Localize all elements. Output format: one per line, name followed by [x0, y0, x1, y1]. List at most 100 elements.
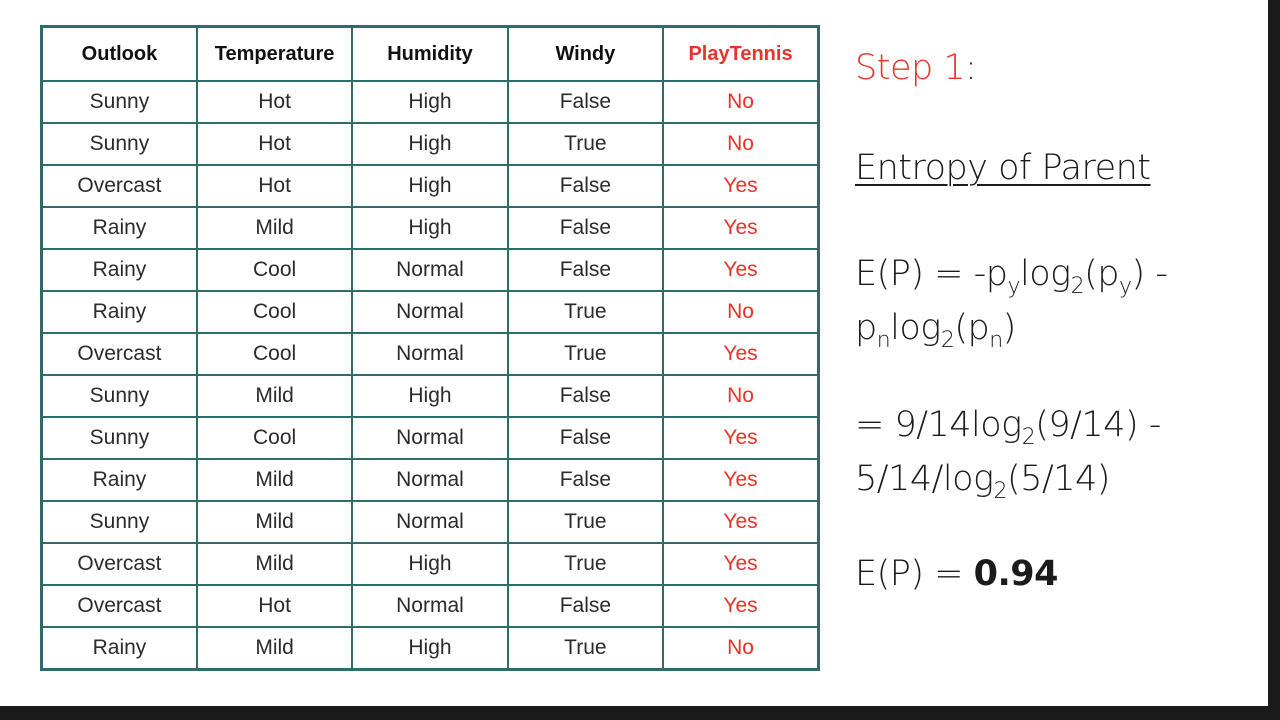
cell-outlook: Sunny [40, 122, 198, 166]
cell-playtennis: Yes [662, 332, 820, 376]
cell-temperature: Hot [195, 164, 354, 208]
cell-windy: False [506, 374, 665, 418]
cell-windy: False [506, 584, 665, 628]
entropy-result: E(P) = 0.94 [855, 547, 1058, 601]
cell-outlook: Rainy [40, 248, 198, 292]
cell-temperature: Cool [195, 332, 354, 376]
table-header-row: Outlook Temperature Humidity Windy PlayT… [40, 25, 820, 82]
cell-humidity: High [351, 206, 509, 250]
header-playtennis: PlayTennis [662, 25, 820, 82]
step-heading: Step 1: [855, 48, 977, 88]
cell-temperature: Mild [195, 374, 354, 418]
cell-playtennis: Yes [662, 206, 820, 250]
step-label: Step 1 [855, 48, 966, 88]
table-row: Rainy Cool Normal False Yes [40, 248, 820, 292]
cell-outlook: Overcast [40, 542, 198, 586]
cell-playtennis: Yes [662, 416, 820, 460]
cell-humidity: Normal [351, 290, 509, 334]
cell-playtennis: No [662, 374, 820, 418]
table-row: Rainy Mild Normal False Yes [40, 458, 820, 502]
header-outlook: Outlook [40, 25, 198, 82]
table-row: Overcast Hot Normal False Yes [40, 584, 820, 628]
cell-humidity: Normal [351, 248, 509, 292]
slide: Outlook Temperature Humidity Windy PlayT… [0, 0, 1268, 706]
table-row: Sunny Hot High False No [40, 80, 820, 124]
cell-humidity: Normal [351, 416, 509, 460]
cell-temperature: Hot [195, 80, 354, 124]
cell-temperature: Mild [195, 626, 354, 671]
cell-humidity: Normal [351, 332, 509, 376]
cell-windy: True [506, 332, 665, 376]
section-title: Entropy of Parent [855, 148, 1151, 188]
result-value: 0.94 [973, 554, 1059, 594]
play-tennis-table: Outlook Temperature Humidity Windy PlayT… [40, 25, 820, 671]
cell-outlook: Rainy [40, 458, 198, 502]
cell-humidity: High [351, 122, 509, 166]
substitution-line-2: 5/14/log2(5/14) [855, 459, 1110, 504]
cell-playtennis: No [662, 122, 820, 166]
cell-outlook: Sunny [40, 80, 198, 124]
cell-playtennis: No [662, 80, 820, 124]
cell-outlook: Rainy [40, 290, 198, 334]
cell-temperature: Cool [195, 248, 354, 292]
table-row: Overcast Cool Normal True Yes [40, 332, 820, 376]
table-row: Sunny Mild Normal True Yes [40, 500, 820, 544]
cell-humidity: High [351, 542, 509, 586]
cell-humidity: Normal [351, 458, 509, 502]
header-temperature: Temperature [195, 25, 354, 82]
cell-playtennis: Yes [662, 458, 820, 502]
step-colon: : [965, 48, 977, 88]
cell-playtennis: No [662, 626, 820, 671]
cell-outlook: Sunny [40, 416, 198, 460]
cell-outlook: Rainy [40, 626, 198, 671]
cell-windy: False [506, 416, 665, 460]
result-label: E(P) = [855, 554, 974, 594]
substitution-line-1: = 9/14log2(9/14) - [855, 405, 1161, 450]
cell-windy: True [506, 542, 665, 586]
cell-playtennis: Yes [662, 584, 820, 628]
table-row: Overcast Hot High False Yes [40, 164, 820, 208]
cell-outlook: Overcast [40, 164, 198, 208]
cell-windy: True [506, 500, 665, 544]
cell-windy: False [506, 80, 665, 124]
cell-temperature: Mild [195, 500, 354, 544]
header-windy: Windy [506, 25, 665, 82]
cell-temperature: Cool [195, 416, 354, 460]
header-humidity: Humidity [351, 25, 509, 82]
cell-playtennis: Yes [662, 500, 820, 544]
cell-playtennis: Yes [662, 164, 820, 208]
cell-playtennis: Yes [662, 542, 820, 586]
cell-outlook: Overcast [40, 332, 198, 376]
cell-outlook: Overcast [40, 584, 198, 628]
entropy-formula: E(P) = -pylog2(py) - pnlog2(pn) [855, 247, 1168, 355]
cell-humidity: Normal [351, 500, 509, 544]
cell-temperature: Hot [195, 584, 354, 628]
cell-temperature: Hot [195, 122, 354, 166]
cell-windy: False [506, 248, 665, 292]
cell-outlook: Rainy [40, 206, 198, 250]
cell-outlook: Sunny [40, 374, 198, 418]
table-row: Overcast Mild High True Yes [40, 542, 820, 586]
table-row: Sunny Mild High False No [40, 374, 820, 418]
cell-temperature: Mild [195, 542, 354, 586]
cell-windy: False [506, 164, 665, 208]
table-body: Sunny Hot High False No Sunny Hot High True No Ove… [40, 80, 820, 671]
cell-humidity: High [351, 164, 509, 208]
table-row: Rainy Cool Normal True No [40, 290, 820, 334]
table-row: Rainy Mild High True No [40, 626, 820, 671]
cell-windy: False [506, 458, 665, 502]
cell-playtennis: Yes [662, 248, 820, 292]
cell-outlook: Sunny [40, 500, 198, 544]
formula-line-2: pnlog2(pn) [855, 308, 1016, 353]
entropy-substitution: = 9/14log2(9/14) - 5/14/log2(5/14) [855, 398, 1161, 506]
cell-temperature: Cool [195, 290, 354, 334]
table-row: Sunny Cool Normal False Yes [40, 416, 820, 460]
cell-humidity: High [351, 626, 509, 671]
cell-temperature: Mild [195, 458, 354, 502]
table-row: Sunny Hot High True No [40, 122, 820, 166]
cell-humidity: High [351, 374, 509, 418]
cell-windy: True [506, 290, 665, 334]
cell-humidity: Normal [351, 584, 509, 628]
cell-humidity: High [351, 80, 509, 124]
cell-windy: True [506, 122, 665, 166]
